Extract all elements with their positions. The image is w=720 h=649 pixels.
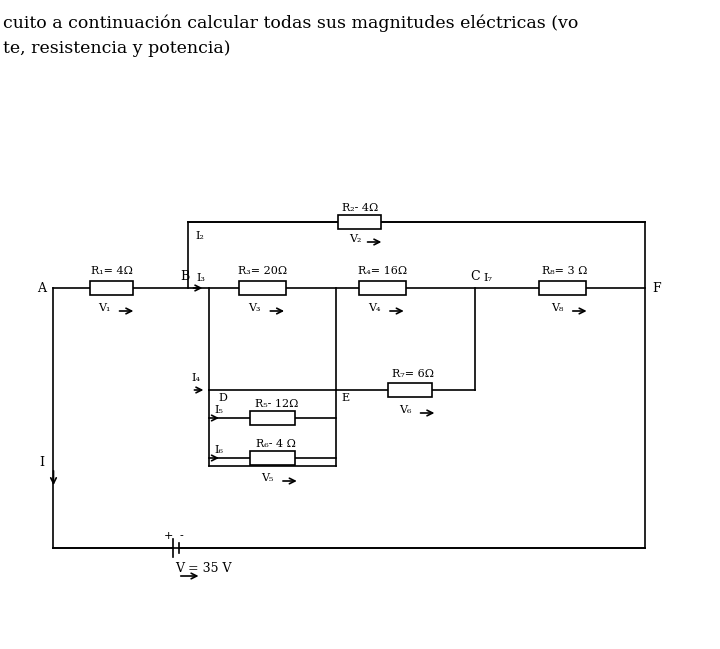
Text: R₁= 4Ω: R₁= 4Ω (91, 266, 132, 276)
Text: R₄= 16Ω: R₄= 16Ω (358, 266, 407, 276)
Text: A: A (37, 282, 45, 295)
Text: R₃= 20Ω: R₃= 20Ω (238, 266, 287, 276)
Bar (359, 281, 405, 295)
Text: D: D (219, 393, 228, 403)
Text: F: F (652, 282, 661, 295)
Text: I₆: I₆ (215, 445, 223, 455)
Text: R₅- 12Ω: R₅- 12Ω (255, 399, 298, 409)
Text: R₂- 4Ω: R₂- 4Ω (342, 203, 378, 213)
Text: I: I (40, 456, 45, 469)
Text: V₅: V₅ (261, 473, 274, 483)
Text: I₃: I₃ (197, 273, 206, 283)
Bar (539, 281, 585, 295)
Text: I₇: I₇ (484, 273, 492, 283)
Text: R₈= 3 Ω: R₈= 3 Ω (542, 266, 588, 276)
Text: cuito a continuación calcular todas sus magnitudes eléctricas (vo: cuito a continuación calcular todas sus … (3, 15, 578, 32)
Text: B: B (180, 269, 189, 282)
Text: R₆- 4 Ω: R₆- 4 Ω (256, 439, 296, 449)
Text: te, resistencia y potencia): te, resistencia y potencia) (3, 40, 230, 57)
Text: V₆: V₆ (399, 405, 411, 415)
Bar (91, 281, 133, 295)
Text: I₅: I₅ (215, 405, 223, 415)
Text: +: + (163, 531, 173, 541)
Text: -: - (180, 531, 184, 541)
Text: R₇= 6Ω: R₇= 6Ω (392, 369, 434, 379)
Text: V₃: V₃ (248, 303, 261, 313)
Bar (387, 383, 432, 397)
Text: E: E (341, 393, 349, 403)
Text: V₁: V₁ (98, 303, 110, 313)
Text: V₂: V₂ (348, 234, 361, 244)
Bar (250, 411, 294, 425)
Text: I₄: I₄ (191, 373, 200, 383)
Text: V = 35 V: V = 35 V (175, 561, 232, 574)
Bar (250, 451, 294, 465)
Text: V₈: V₈ (551, 303, 564, 313)
Bar (338, 215, 382, 229)
Bar (239, 281, 286, 295)
Text: I₂: I₂ (195, 231, 204, 241)
Text: V₄: V₄ (368, 303, 381, 313)
Text: C: C (470, 269, 480, 282)
